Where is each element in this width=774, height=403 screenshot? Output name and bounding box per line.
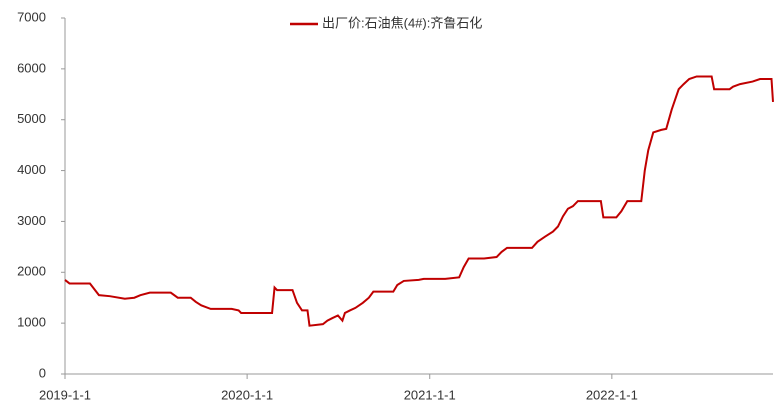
legend-label: 出厂价:石油焦(4#):齐鲁石化 — [322, 15, 482, 30]
x-tick-label: 2020-1-1 — [221, 387, 273, 402]
y-tick-label: 1000 — [17, 315, 46, 330]
y-tick-label: 4000 — [17, 162, 46, 177]
y-tick-label: 6000 — [17, 60, 46, 75]
y-tick-label: 2000 — [17, 264, 46, 279]
x-tick-label: 2019-1-1 — [39, 387, 91, 402]
y-tick-label: 3000 — [17, 213, 46, 228]
y-tick-label: 0 — [39, 365, 46, 380]
x-tick-label: 2021-1-1 — [404, 387, 456, 402]
y-tick-label: 5000 — [17, 111, 46, 126]
x-tick-label: 2022-1-1 — [586, 387, 638, 402]
data-line — [64, 75, 774, 327]
y-tick-label: 7000 — [17, 9, 46, 24]
